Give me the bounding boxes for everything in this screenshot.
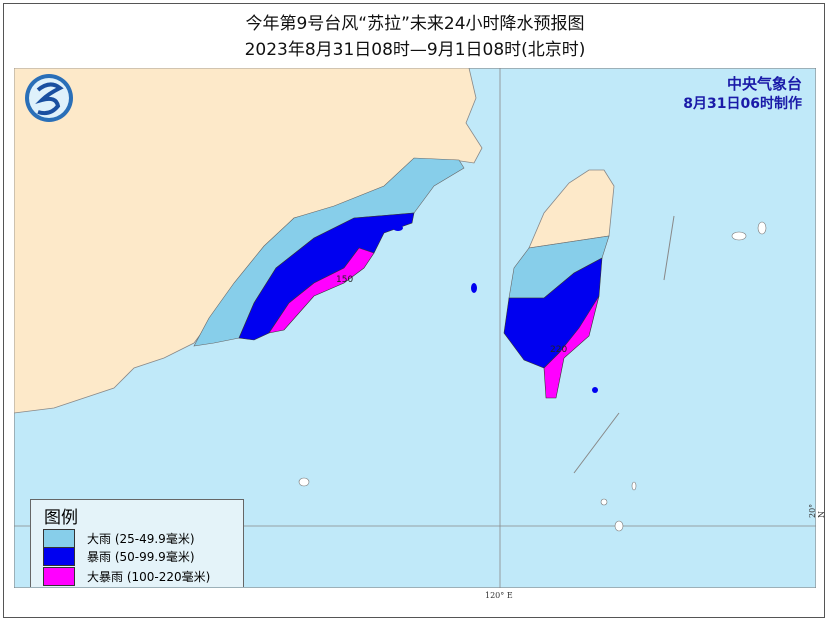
map-title: 今年第9号台风“苏拉”未来24小时降水预报图 — [245, 14, 585, 34]
legend-label: 大暴雨 (100-220毫米) — [87, 569, 211, 584]
issuer: 中央气象台 8月31日06时制作 — [683, 74, 802, 114]
region-heavy-rainstorm-mainland — [268, 247, 375, 334]
taiwan-land — [528, 169, 615, 249]
map-subtitle: 2023年8月31日08时—9月1日08时(北京时) — [244, 40, 586, 60]
contour-label-150: 150 — [336, 275, 353, 285]
outer-frame — [3, 3, 825, 618]
cma-logo-icon — [25, 74, 73, 122]
issuer-name: 中央气象台 — [726, 75, 802, 93]
lon-label: 120° E — [485, 591, 513, 600]
legend: 图例 大雨 (25-49.9毫米) 暴雨 (50-99.9毫米) 大暴雨 (10… — [30, 499, 244, 587]
trench-line — [663, 215, 675, 281]
small-rainstorm-patches — [393, 225, 598, 393]
legend-label: 大雨 (25-49.9毫米) — [87, 531, 195, 546]
issue-time: 8月31日06时制作 — [683, 96, 802, 112]
legend-item-heavy-rainstorm: 大暴雨 (100-220毫米) — [43, 566, 210, 586]
legend-swatch — [43, 546, 75, 566]
trench-line — [573, 412, 620, 474]
legend-swatch — [43, 528, 75, 548]
region-heavy-rainstorm-taiwan — [543, 295, 600, 399]
legend-title: 图例 — [44, 508, 78, 528]
legend-swatch — [43, 566, 75, 586]
legend-label: 暴雨 (50-99.9毫米) — [87, 549, 195, 564]
lat-label: 20° N — [808, 503, 826, 518]
legend-item-heavy-rain: 大雨 (25-49.9毫米) — [43, 528, 195, 548]
islands — [298, 221, 767, 532]
contour-label-220: 220 — [550, 345, 567, 355]
legend-item-rainstorm: 暴雨 (50-99.9毫米) — [43, 546, 195, 566]
